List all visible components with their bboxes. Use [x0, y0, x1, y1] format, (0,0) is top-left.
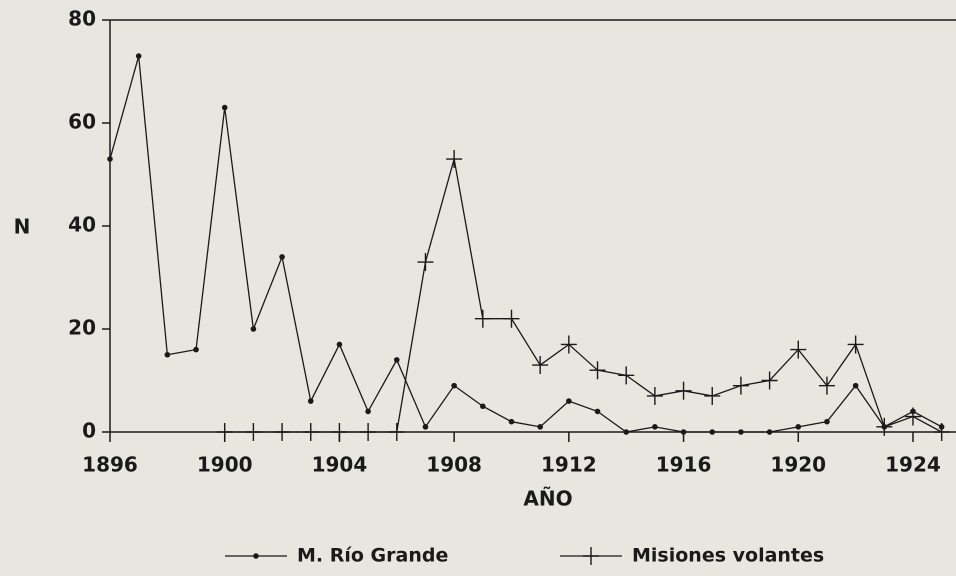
series-line: [109, 55, 942, 433]
point: [824, 418, 830, 425]
point: [193, 346, 199, 353]
point: [646, 386, 663, 405]
point: [704, 386, 721, 405]
point: [107, 156, 113, 162]
series-line: [224, 158, 942, 433]
point: [422, 424, 429, 430]
x-tick-label: 1900: [197, 453, 253, 477]
point: [904, 407, 921, 426]
x-tick-label: 1896: [82, 453, 138, 477]
point: [360, 423, 377, 441]
point: [164, 351, 171, 358]
point: [732, 376, 749, 395]
point: [583, 547, 599, 565]
point: [279, 254, 285, 260]
x-tick-label: 1904: [312, 453, 368, 477]
legend-label: M. Río Grande: [297, 545, 448, 567]
point: [537, 424, 543, 430]
point: [876, 417, 893, 436]
x-tick-label: 1920: [770, 453, 826, 477]
point: [331, 423, 348, 441]
point: [302, 423, 319, 441]
y-tick-label: 60: [68, 110, 96, 134]
point: [709, 429, 716, 435]
point: [307, 398, 314, 404]
point: [250, 326, 257, 332]
x-tick-label: 1912: [541, 453, 597, 477]
y-tick-label: 80: [68, 7, 96, 31]
point: [766, 429, 773, 435]
point: [560, 335, 577, 354]
point: [852, 382, 859, 389]
point: [818, 376, 835, 395]
y-tick-label: 20: [68, 316, 96, 340]
point: [417, 253, 434, 272]
point: [253, 553, 259, 559]
x-axis-label: AÑO: [523, 487, 572, 511]
point: [618, 366, 635, 385]
point: [221, 104, 228, 111]
point: [245, 423, 262, 441]
point: [623, 429, 630, 435]
point: [594, 408, 601, 415]
point: [480, 403, 486, 410]
point: [532, 356, 549, 375]
y-axis-label: N: [14, 215, 31, 239]
point: [216, 423, 233, 441]
legend-label: Misiones volantes: [632, 545, 824, 567]
x-tick-label: 1908: [426, 453, 482, 477]
point: [274, 423, 291, 441]
point: [388, 423, 405, 441]
point: [680, 429, 687, 435]
x-tick-label: 1916: [656, 453, 712, 477]
point: [933, 423, 950, 441]
point: [790, 340, 807, 359]
point: [365, 408, 371, 415]
point: [508, 418, 515, 425]
point: [135, 53, 142, 59]
point: [393, 357, 400, 363]
point: [761, 371, 778, 390]
point: [474, 309, 491, 328]
y-tick-label: 0: [82, 419, 96, 443]
point: [336, 341, 343, 348]
point: [795, 424, 802, 430]
point: [847, 335, 864, 354]
point: [451, 382, 457, 389]
point: [589, 361, 606, 380]
point: [738, 429, 744, 435]
point: [566, 398, 572, 404]
x-tick-label: 1924: [885, 453, 941, 477]
point: [446, 150, 463, 169]
y-tick-label: 40: [68, 213, 96, 237]
point: [503, 309, 520, 328]
point: [652, 424, 658, 430]
point: [675, 381, 692, 400]
